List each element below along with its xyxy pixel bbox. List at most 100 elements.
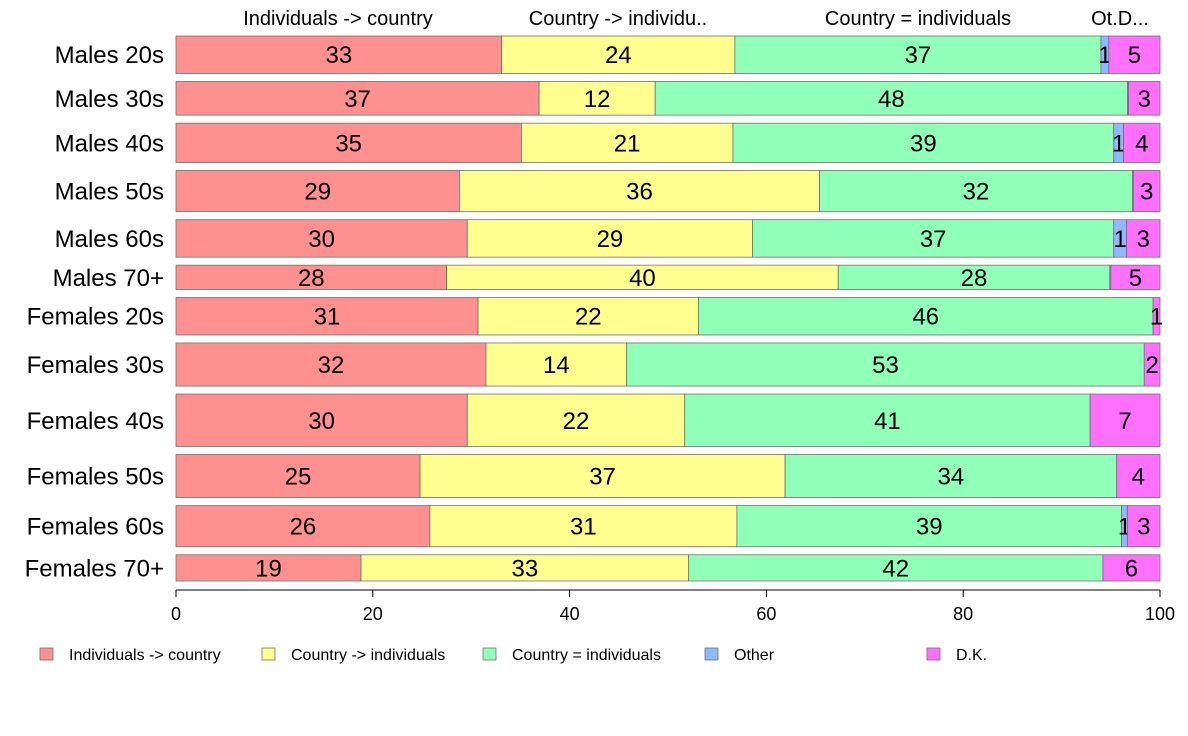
data-label: 1 bbox=[1150, 304, 1163, 331]
row-label: Males 50s bbox=[55, 179, 164, 206]
bar-segment bbox=[1089, 393, 1161, 447]
legend-item: Individuals -> country bbox=[39, 647, 221, 664]
data-label: 3 bbox=[1138, 86, 1151, 113]
data-label: 3 bbox=[1137, 514, 1150, 541]
bar-segment bbox=[175, 297, 479, 336]
row-label: Females 30s bbox=[27, 352, 164, 379]
bar-segment bbox=[784, 454, 1118, 498]
bar-segment bbox=[1127, 505, 1161, 548]
data-label: 19 bbox=[255, 555, 282, 582]
data-label: 22 bbox=[575, 304, 602, 331]
data-label: 24 bbox=[605, 42, 632, 69]
data-label: 53 bbox=[872, 352, 899, 379]
data-label: 5 bbox=[1128, 42, 1141, 69]
bars: 33 24 37 1 537 12 48 335 21 39 1 429 36 32 330 29 37 1 328… bbox=[175, 35, 1163, 582]
bar-segment bbox=[175, 219, 468, 258]
bar-segment bbox=[752, 219, 1115, 258]
data-label: 34 bbox=[938, 464, 965, 491]
data-label: 14 bbox=[543, 352, 570, 379]
bar-segment bbox=[429, 505, 738, 548]
bar-segment bbox=[520, 122, 734, 163]
data-label: 12 bbox=[584, 86, 611, 113]
data-label: 32 bbox=[963, 179, 990, 206]
bar-row: 30 29 37 1 3 bbox=[175, 219, 1161, 258]
bar-segment bbox=[175, 554, 362, 582]
bar-segment bbox=[626, 342, 1145, 387]
bar-segment bbox=[175, 122, 522, 163]
x-tick-label: 40 bbox=[560, 604, 580, 624]
data-label: 33 bbox=[511, 555, 538, 582]
data-label: 35 bbox=[335, 130, 362, 157]
bar-segment bbox=[819, 170, 1133, 213]
row-label: Males 40s bbox=[55, 130, 164, 157]
data-label: 1 bbox=[1113, 226, 1126, 253]
bar-row: 32 14 53 2 bbox=[175, 342, 1161, 387]
data-label: 41 bbox=[874, 408, 901, 435]
legend-swatch bbox=[926, 647, 941, 661]
data-label: 28 bbox=[298, 265, 325, 292]
bar-segment bbox=[1123, 122, 1161, 163]
data-label: 22 bbox=[563, 408, 590, 435]
data-label: 37 bbox=[344, 86, 371, 113]
x-tick-label: 0 bbox=[171, 604, 181, 624]
row-labels: Males 20s Males 30s Males 40s Males 50s Male… bbox=[25, 42, 164, 582]
data-label: 3 bbox=[1140, 179, 1153, 206]
bar-segment bbox=[736, 505, 1123, 548]
bar-segment bbox=[175, 454, 421, 498]
data-label: 33 bbox=[326, 42, 353, 69]
bar-segment bbox=[1143, 342, 1161, 387]
bar-segment bbox=[1126, 219, 1161, 258]
legend-label: D.K. bbox=[956, 647, 987, 664]
top-series-label: Individuals -> country bbox=[243, 8, 433, 30]
data-label: 28 bbox=[961, 265, 988, 292]
bar-segment bbox=[538, 81, 656, 116]
data-label: 36 bbox=[626, 179, 653, 206]
data-label: 42 bbox=[882, 555, 909, 582]
bar-row: 37 12 48 3 bbox=[175, 81, 1161, 116]
row-label: Females 50s bbox=[27, 464, 164, 491]
legend-swatch bbox=[482, 647, 497, 661]
data-label: 4 bbox=[1135, 130, 1148, 157]
legend-item: D.K. bbox=[926, 647, 987, 664]
data-label: 37 bbox=[905, 42, 932, 69]
bar-segment bbox=[501, 35, 736, 74]
bar-segment bbox=[1128, 81, 1161, 116]
row-label: Males 60s bbox=[55, 226, 164, 253]
row-label: Females 40s bbox=[27, 408, 164, 435]
data-label: 1 bbox=[1112, 130, 1125, 157]
data-label: 29 bbox=[597, 226, 624, 253]
top-series-label: Country = individuals bbox=[825, 8, 1011, 30]
data-label: 30 bbox=[308, 226, 335, 253]
bar-row: 33 24 37 1 5 bbox=[175, 35, 1161, 74]
row-label: Males 20s bbox=[55, 42, 164, 69]
data-label: 31 bbox=[570, 514, 597, 541]
bar-segment bbox=[1102, 554, 1161, 582]
top-series-label: Country -> individu.. bbox=[529, 8, 707, 30]
data-label: 37 bbox=[920, 226, 947, 253]
bar-row: 29 36 32 3 bbox=[175, 170, 1161, 213]
bar-segment bbox=[485, 342, 628, 387]
legend-item: Country -> individuals bbox=[261, 647, 445, 664]
bar-row: 28 40 28 5 bbox=[175, 264, 1161, 292]
bar-segment bbox=[175, 393, 468, 447]
data-label: 2 bbox=[1145, 352, 1158, 379]
data-label: 32 bbox=[318, 352, 345, 379]
bar-segment bbox=[1133, 170, 1161, 213]
bar-segment bbox=[360, 554, 690, 582]
data-label: 37 bbox=[589, 464, 616, 491]
bar-segment bbox=[175, 342, 487, 387]
data-label: 30 bbox=[308, 408, 335, 435]
legend-swatch bbox=[704, 647, 719, 661]
legend-label: Other bbox=[734, 647, 775, 664]
bar-row: 19 33 42 6 bbox=[175, 554, 1161, 582]
row-label: Females 60s bbox=[27, 514, 164, 541]
data-label: 48 bbox=[878, 86, 905, 113]
legend-item: Country = individuals bbox=[482, 647, 661, 664]
bar-segment bbox=[446, 264, 839, 290]
data-label: 29 bbox=[304, 179, 331, 206]
row-label: Males 30s bbox=[55, 86, 164, 113]
data-label: 39 bbox=[910, 130, 937, 157]
bar-segment bbox=[419, 454, 786, 498]
top-series-labels: Individuals -> country Country -> individ… bbox=[243, 8, 1149, 30]
